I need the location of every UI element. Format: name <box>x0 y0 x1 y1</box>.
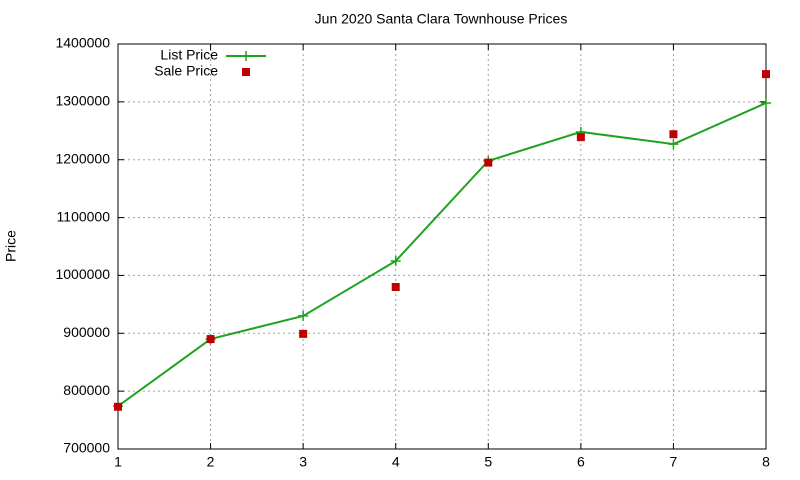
data-point <box>390 255 401 266</box>
data-point <box>206 335 215 344</box>
x-tick-label: 1 <box>114 454 122 470</box>
x-tick-label: 3 <box>299 454 307 470</box>
y-tick-label: 900000 <box>63 324 110 340</box>
y-tick-label: 800000 <box>63 382 110 398</box>
data-point <box>668 139 679 150</box>
x-tick-label: 5 <box>484 454 492 470</box>
series-line <box>117 102 767 407</box>
data-point <box>391 283 400 291</box>
chart-title: Jun 2020 Santa Clara Townhouse Prices <box>315 11 568 27</box>
y-tick-label: 1400000 <box>55 35 110 51</box>
data-point <box>299 329 308 338</box>
data-point <box>762 70 770 79</box>
y-tick-label: 1200000 <box>55 150 110 166</box>
x-tick-label: 8 <box>762 454 770 470</box>
data-point <box>669 130 678 139</box>
y-axis-label: Price <box>3 230 19 262</box>
y-tick-label: 1300000 <box>55 93 110 109</box>
x-tick-label: 6 <box>577 454 585 470</box>
legend-symbol <box>242 68 250 76</box>
x-tick-label: 7 <box>670 454 678 470</box>
data-point <box>298 310 309 321</box>
plot-frame <box>117 43 767 450</box>
x-tick-label: 4 <box>392 454 400 470</box>
data-point <box>761 98 771 109</box>
y-tick-label: 1000000 <box>55 266 110 282</box>
legend-label: Sale Price <box>154 63 218 79</box>
legend-symbol <box>241 51 251 61</box>
x-tick-label: 2 <box>207 454 215 470</box>
data-point <box>576 133 585 142</box>
legend-label: List Price <box>160 47 218 63</box>
y-tick-label: 1100000 <box>57 208 111 224</box>
data-point <box>114 402 122 411</box>
y-tick-label: 700000 <box>63 440 110 456</box>
data-point <box>484 158 493 167</box>
